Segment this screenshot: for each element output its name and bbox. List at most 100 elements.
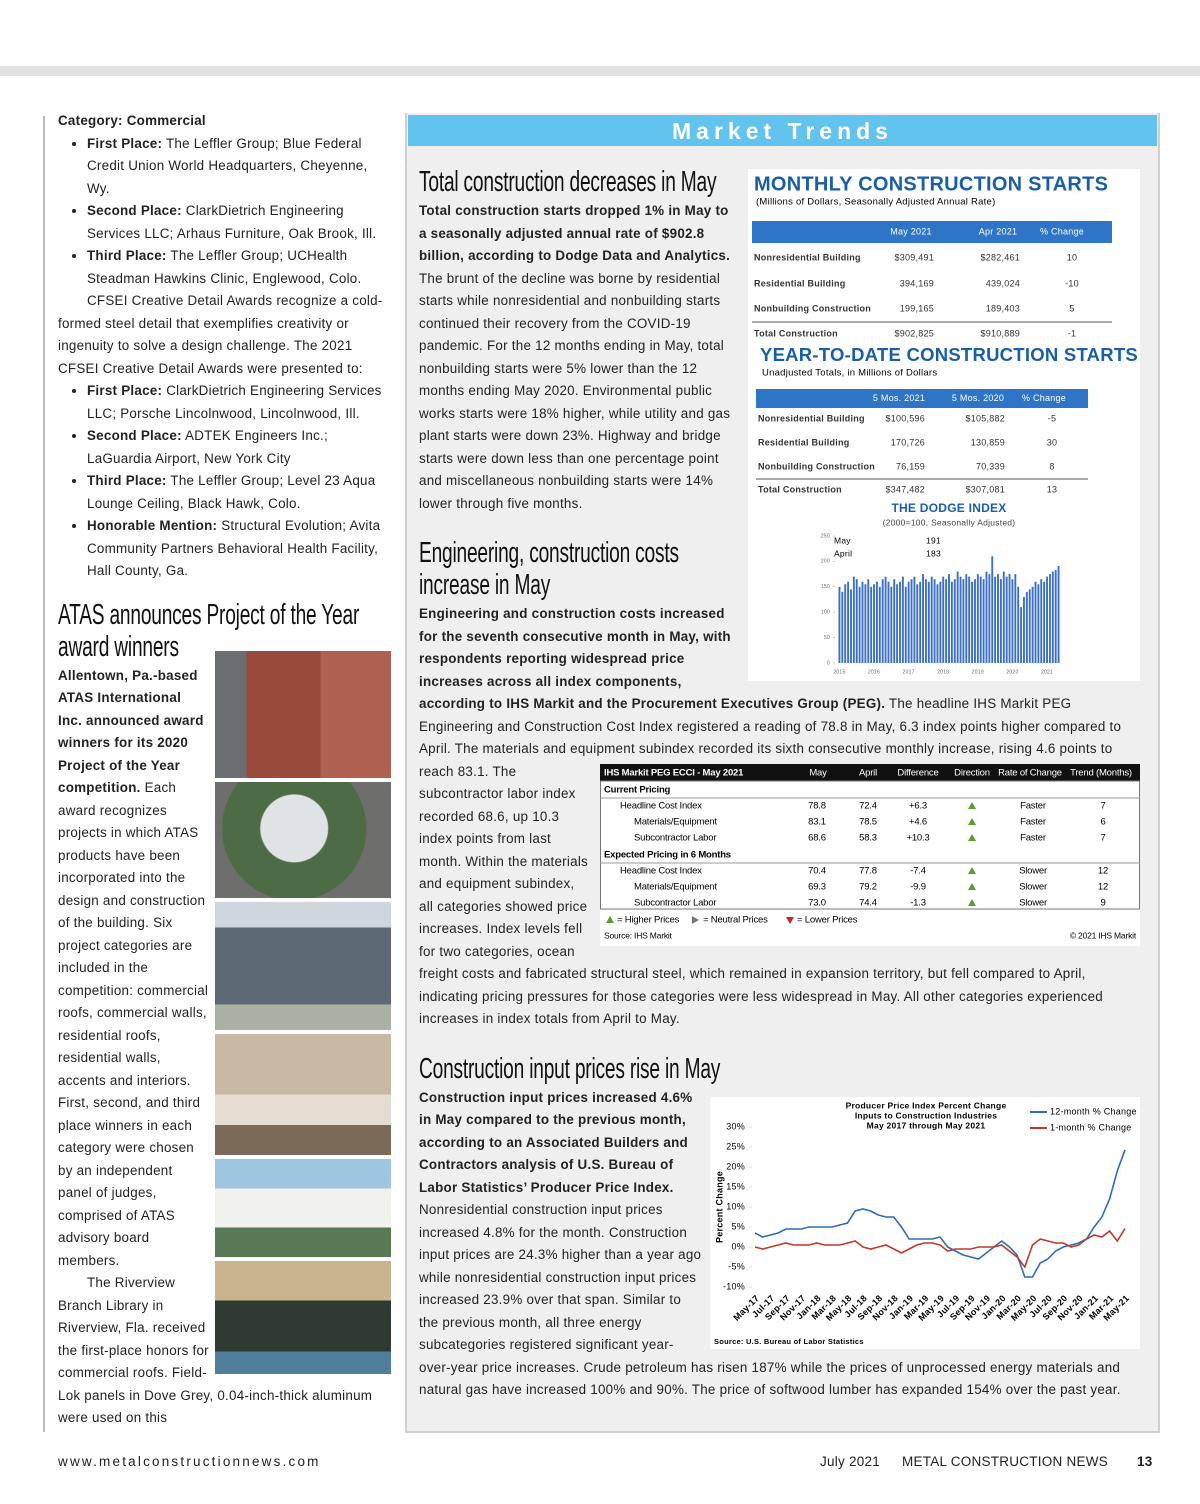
table-cell: Materials/Equipment xyxy=(634,882,717,893)
table-cell: $105,882 xyxy=(965,413,1005,423)
category: Category: Commercial xyxy=(58,110,391,133)
item-label: Third Place: xyxy=(87,248,167,263)
y-tick-label: 30% xyxy=(726,1121,745,1131)
column-header: May xyxy=(809,768,827,779)
direction-icon xyxy=(786,917,794,924)
table-cell: Slower xyxy=(1019,898,1047,909)
table-cell: Materials/Equipment xyxy=(634,817,717,828)
bar xyxy=(997,574,999,663)
chart-title: May 2017 through May 2021 xyxy=(867,1120,986,1130)
bar xyxy=(1037,584,1040,663)
legend-text: = Lower Prices xyxy=(797,915,858,926)
table-cell: $902,825 xyxy=(894,328,934,338)
direction-icon xyxy=(606,916,614,923)
headline: Engineering, construction costs increase … xyxy=(419,537,1140,601)
bar xyxy=(968,576,971,663)
category-label: Category: Commercial xyxy=(58,113,206,128)
bar xyxy=(1051,571,1054,663)
table-cell: Headline Cost Index xyxy=(620,801,702,812)
x-tick-label: 2015 xyxy=(833,669,845,675)
bar xyxy=(965,574,968,663)
table-cell: $282,461 xyxy=(980,252,1020,262)
bar xyxy=(930,576,933,663)
bar xyxy=(896,584,899,663)
bar xyxy=(1023,596,1025,663)
annotation-label: May xyxy=(834,535,851,545)
bar xyxy=(985,571,988,663)
table-cell: Nonresidential Building xyxy=(754,252,861,262)
column-header: 5 Mos. 2021 xyxy=(873,393,925,403)
bar xyxy=(927,581,930,663)
headline: Construction input prices rise in May xyxy=(419,1053,1140,1085)
y-tick-label: 100 xyxy=(821,610,830,616)
column-header: 5 Mos. 2020 xyxy=(952,393,1004,403)
table-cell: 72.4 xyxy=(859,801,877,812)
photo xyxy=(215,1034,391,1155)
bar xyxy=(901,576,904,663)
bar xyxy=(907,581,910,663)
bar xyxy=(1008,574,1011,663)
bar xyxy=(1025,591,1028,663)
bar xyxy=(870,586,873,663)
table-cell: $309,491 xyxy=(894,252,934,262)
header-band xyxy=(752,221,1112,243)
footer-magazine: METAL CONSTRUCTION NEWS xyxy=(902,1454,1109,1469)
bar xyxy=(945,579,948,663)
item-label: First Place: xyxy=(87,383,163,398)
bar xyxy=(979,576,982,663)
y-tick-label: 20% xyxy=(726,1161,745,1171)
bar xyxy=(982,579,985,663)
bar xyxy=(976,574,979,663)
headline-line: increase in May xyxy=(419,569,551,601)
table-cell: 199,165 xyxy=(900,303,934,313)
bar xyxy=(991,556,994,663)
headline: ATAS announces Project of the Year award … xyxy=(58,599,391,663)
lead: Engineering and construction costs incre… xyxy=(419,606,886,711)
table-cell: Total Construction xyxy=(758,484,842,494)
header-band xyxy=(600,764,1140,781)
table-cell: 7 xyxy=(1100,833,1105,844)
item-text: ADTEK Engineers Inc.; LaGuardia Airport,… xyxy=(87,428,328,466)
bar xyxy=(1014,574,1017,663)
x-tick-label: 2016 xyxy=(868,669,880,675)
bar xyxy=(1028,589,1031,663)
table-cell: 78.5 xyxy=(859,817,877,828)
legend-text: = Neutral Prices xyxy=(703,915,768,926)
chart-title: THE DODGE INDEX xyxy=(891,501,1006,515)
table-cell: -9.9 xyxy=(910,882,926,893)
ecci-table: IHS Markit PEG ECCI - May 2021 May April Di… xyxy=(600,764,1140,946)
list-item: Second Place: ClarkDietrich Engineering … xyxy=(87,200,391,245)
ppi-chart: Producer Price Index Percent ChangeInput… xyxy=(710,1097,1140,1349)
bar xyxy=(855,579,858,663)
winner-list: First Place: ClarkDietrich Engineering S… xyxy=(58,380,391,583)
table-cell: Faster xyxy=(1020,817,1046,828)
bar xyxy=(861,581,864,663)
list-item: Honorable Mention: Structural Evolution;… xyxy=(87,515,391,583)
column-rule xyxy=(43,116,45,1432)
series-line xyxy=(754,1149,1126,1278)
table-cell: Total Construction xyxy=(754,328,838,338)
panel-content: MONTHLY CONSTRUCTION STARTS (Millions of … xyxy=(407,166,1158,1402)
x-tick-label: 2021 xyxy=(1041,669,1053,675)
bar xyxy=(838,586,841,663)
table-title: IHS Markit PEG ECCI - May 2021 xyxy=(604,768,744,779)
item-label: Second Place: xyxy=(87,428,182,443)
photo xyxy=(215,651,391,778)
bar xyxy=(953,579,956,663)
table-cell: $347,482 xyxy=(885,484,925,494)
paragraph: Allentown, Pa.-based ATAS International … xyxy=(58,665,391,1273)
table-cell: 76,159 xyxy=(896,461,925,471)
y-tick-label: 15% xyxy=(726,1181,745,1191)
table-cell: Slower xyxy=(1019,866,1047,877)
column-header: May 2021 xyxy=(890,226,932,236)
table-cell: 83.1 xyxy=(808,817,826,828)
item-label: Second Place: xyxy=(87,203,182,218)
table-cell: $910,889 xyxy=(980,328,1020,338)
bar xyxy=(959,576,962,663)
y-tick-label: 0 xyxy=(827,660,830,666)
table-cell: +4.6 xyxy=(909,817,927,828)
bar xyxy=(881,579,884,663)
column-header: Trend (Months) xyxy=(1070,768,1132,779)
lead: Allentown, Pa.-based ATAS International … xyxy=(58,667,204,796)
y-tick-label: 250 xyxy=(821,533,830,539)
